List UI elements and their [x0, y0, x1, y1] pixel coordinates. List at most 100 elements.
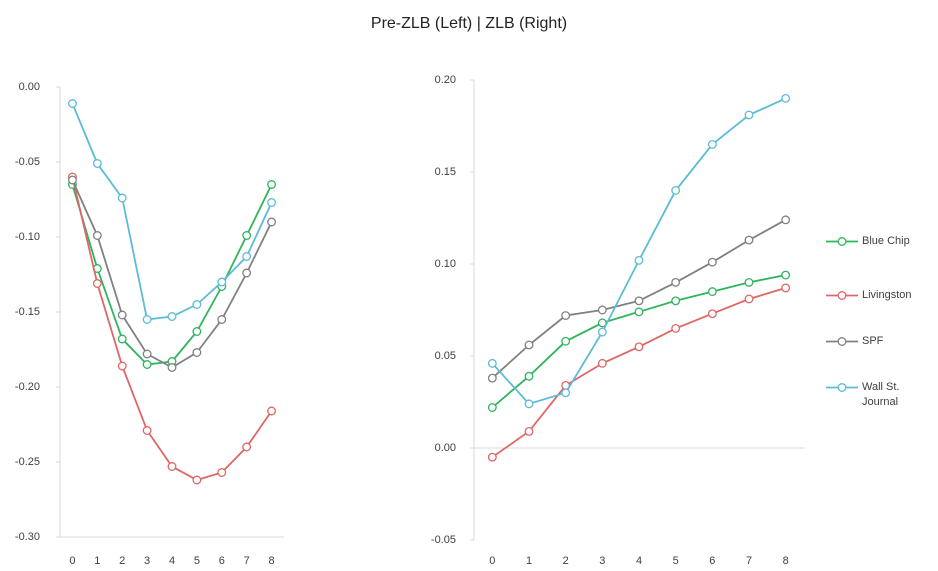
series-line [491, 97, 787, 405]
y-tick-label: -0.10 [15, 231, 40, 243]
point [597, 305, 607, 315]
point [142, 349, 152, 359]
point [192, 475, 202, 485]
x-tick-label: 1 [526, 555, 532, 567]
point [242, 231, 252, 240]
chart-title: Pre-ZLB (Left) | ZLB (Right) [371, 15, 567, 32]
point [217, 277, 227, 287]
x-tick-label: 5 [194, 555, 200, 567]
point [242, 442, 252, 452]
legend-marker [837, 237, 847, 246]
legend-item: Blue Chip [822, 234, 926, 249]
y-tick-label: 0.05 [435, 350, 456, 362]
point [92, 279, 102, 288]
point [524, 426, 534, 436]
point [707, 287, 717, 297]
legend-swatch [826, 291, 858, 300]
point [487, 403, 497, 412]
x-tick-label: 3 [599, 555, 605, 567]
y-tick-label: 0.10 [435, 258, 456, 270]
point [597, 327, 607, 337]
legend-label: Blue Chip [862, 235, 910, 247]
point [744, 277, 754, 287]
x-tick-label: 5 [673, 555, 679, 567]
point [634, 255, 644, 265]
x-tick-label: 2 [563, 555, 569, 567]
point [671, 296, 681, 306]
y-tick-label: -0.05 [15, 156, 40, 168]
point [671, 323, 681, 333]
point [92, 231, 102, 240]
series-line [71, 184, 273, 366]
point [217, 468, 227, 477]
point [192, 348, 202, 357]
point [707, 257, 717, 267]
point [117, 310, 127, 320]
legend-swatch [826, 237, 858, 246]
point [707, 139, 717, 149]
point [671, 185, 681, 195]
legend-item: Wall St. Journal [822, 380, 926, 410]
point [524, 340, 534, 350]
point [167, 312, 177, 321]
y-tick-label: -0.15 [15, 306, 40, 318]
point [267, 198, 277, 207]
point [744, 235, 754, 245]
point [92, 159, 102, 168]
x-tick-label: 4 [169, 555, 175, 567]
y-tick-label: 0.00 [435, 442, 456, 454]
point [67, 175, 77, 185]
x-tick-label: 0 [69, 555, 75, 567]
series-line [491, 274, 786, 409]
y-tick-label: -0.25 [15, 456, 40, 468]
x-tick-label: 0 [489, 555, 495, 567]
point [192, 327, 202, 336]
y-tick-label: -0.30 [15, 531, 40, 543]
x-tick-label: 6 [219, 555, 225, 567]
x-tick-label: 8 [783, 555, 789, 567]
y-tick-label: -0.05 [431, 534, 456, 546]
point [67, 99, 77, 108]
point [524, 399, 534, 409]
x-tick-label: 8 [268, 555, 274, 567]
point [634, 342, 644, 352]
point [561, 311, 571, 320]
point [267, 180, 277, 189]
point [744, 110, 754, 120]
legend-marker [837, 291, 847, 300]
x-tick-label: 7 [244, 555, 250, 567]
point [167, 363, 177, 372]
y-tick-label: 0.15 [435, 166, 456, 178]
point [242, 268, 252, 278]
point [781, 93, 791, 103]
legend-label: Wall St. Journal [862, 381, 900, 408]
legend-label: SPF [862, 335, 884, 347]
x-tick-label: 4 [636, 555, 642, 567]
series-line [71, 176, 273, 481]
point [561, 388, 571, 398]
point [781, 270, 791, 280]
point [634, 307, 644, 317]
point [487, 373, 497, 383]
point [217, 315, 227, 324]
legend-item: Livingston [822, 288, 926, 303]
series-line [71, 179, 273, 369]
point [117, 334, 127, 344]
point [167, 462, 177, 471]
point [597, 358, 607, 368]
legend-item: SPF [822, 334, 926, 349]
legend-swatch [826, 337, 858, 346]
series-line [71, 103, 273, 321]
x-tick-label: 6 [709, 555, 715, 567]
point [142, 426, 152, 435]
point [781, 283, 791, 293]
y-tick-label: 0.20 [435, 74, 456, 86]
x-tick-label: 2 [119, 555, 125, 567]
point [192, 300, 202, 309]
point [242, 252, 252, 261]
point [487, 358, 497, 368]
point [267, 217, 277, 227]
point [707, 309, 717, 319]
legend-marker [837, 337, 847, 346]
